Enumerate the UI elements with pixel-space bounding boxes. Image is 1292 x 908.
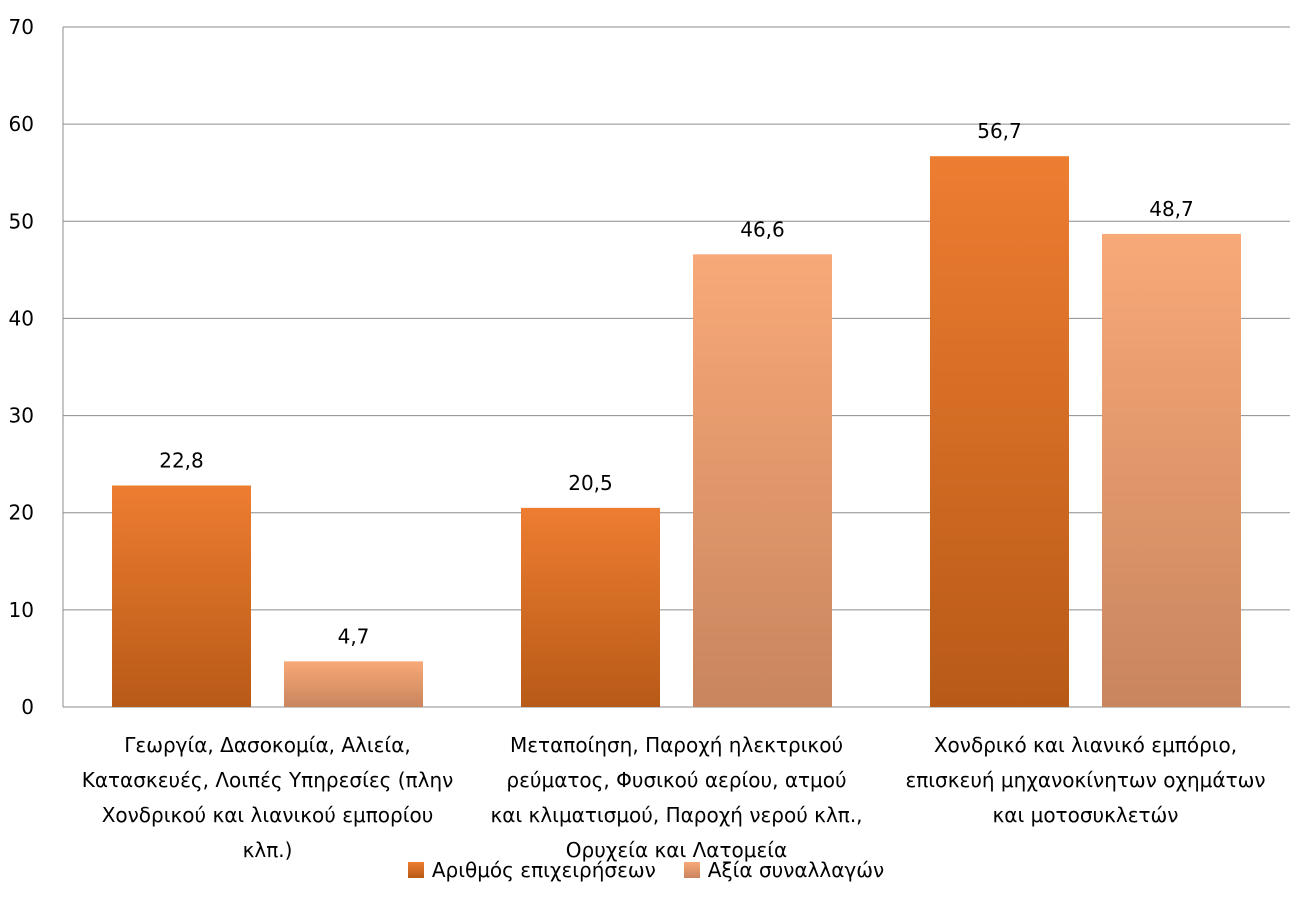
bar-series0-cat2 (930, 156, 1069, 707)
data-labels: 22,8 4,7 20,5 46,6 56,7 48,7 (159, 119, 1194, 648)
legend-swatch-transactions (683, 862, 700, 878)
y-tick-label: 10 (9, 598, 34, 622)
x-category-label-line: Ορυχεία και Λατομεία (565, 838, 788, 862)
data-label: 4,7 (338, 624, 370, 648)
data-label: 46,6 (740, 217, 785, 241)
legend-label-transactions: Αξία συναλλαγών (707, 858, 885, 882)
x-category-label: Χονδρικό και λιανικό εμπόριο, επισκευή μη… (896, 728, 1276, 833)
bar-series1-cat1 (693, 254, 832, 708)
data-label: 48,7 (1149, 197, 1194, 221)
x-category-label-line: Χονδρικό και λιανικό εμπόριο, (933, 733, 1238, 757)
data-label: 22,8 (159, 449, 204, 473)
legend-label-businesses: Αριθμός επιχειρήσεων (431, 858, 656, 882)
y-tick-label: 40 (9, 306, 34, 330)
data-label: 20,5 (568, 471, 613, 495)
bar-series0-cat0 (112, 485, 251, 707)
gridlines (62, 26, 1290, 708)
bar-series1-cat2 (1102, 233, 1241, 707)
x-category-label-line: και κλιματισμού, Παροχή νερού κλπ., (490, 803, 863, 827)
y-tick-label: 20 (9, 501, 34, 525)
x-category-label-line: ρεύματος, Φυσικού αερίου, ατμού (506, 768, 847, 792)
x-category-label-line: Μεταποίηση, Παροχή ηλεκτρικού (509, 733, 844, 757)
legend-item-businesses: Αριθμός επιχειρήσεων (407, 858, 656, 882)
x-category-label-line: Χονδρικού και λιανικού εμπορίου (101, 803, 434, 827)
bars (112, 156, 1241, 708)
y-tick-label: 50 (9, 209, 34, 233)
y-axis-ticks: 0 10 20 30 40 50 60 70 (9, 15, 34, 719)
y-tick-label: 0 (21, 695, 34, 719)
x-category-label-line: Κατασκευές, Λοιπές Υπηρεσίες (πλην (81, 768, 454, 792)
legend-item-transactions: Αξία συναλλαγών (683, 858, 885, 882)
y-tick-label: 60 (9, 112, 34, 136)
bar-series0-cat1 (521, 507, 660, 707)
x-category-label-line: και μοτοσυκλετών (992, 803, 1179, 827)
x-category-label-line: επισκευή μηχανοκίνητων οχημάτων (905, 768, 1266, 792)
x-category-label-line: κλπ.) (242, 838, 293, 862)
bar-series1-cat0 (284, 661, 423, 707)
x-category-label: Μεταποίηση, Παροχή ηλεκτρικού ρεύματος, Φ… (487, 728, 867, 868)
x-category-label-line: Γεωργία, Δασοκομία, Αλιεία, (124, 733, 411, 757)
y-tick-label: 70 (9, 15, 34, 39)
legend: Αριθμός επιχειρήσεων Αξία συναλλαγών (0, 858, 1292, 882)
data-label: 56,7 (977, 119, 1022, 143)
legend-swatch-businesses (407, 862, 424, 878)
y-tick-label: 30 (9, 404, 34, 428)
x-category-label: Γεωργία, Δασοκομία, Αλιεία, Κατασκευές, Λ… (78, 728, 458, 868)
